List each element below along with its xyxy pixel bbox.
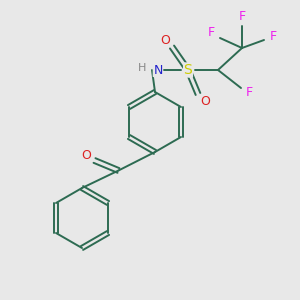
Text: H: H (138, 63, 146, 73)
Text: N: N (153, 64, 163, 76)
Text: F: F (207, 26, 214, 40)
Text: F: F (245, 85, 253, 98)
Text: F: F (238, 11, 246, 23)
Text: S: S (184, 63, 192, 77)
Text: O: O (160, 34, 170, 46)
Text: O: O (200, 94, 210, 107)
Text: O: O (82, 149, 92, 162)
Text: F: F (269, 31, 277, 44)
